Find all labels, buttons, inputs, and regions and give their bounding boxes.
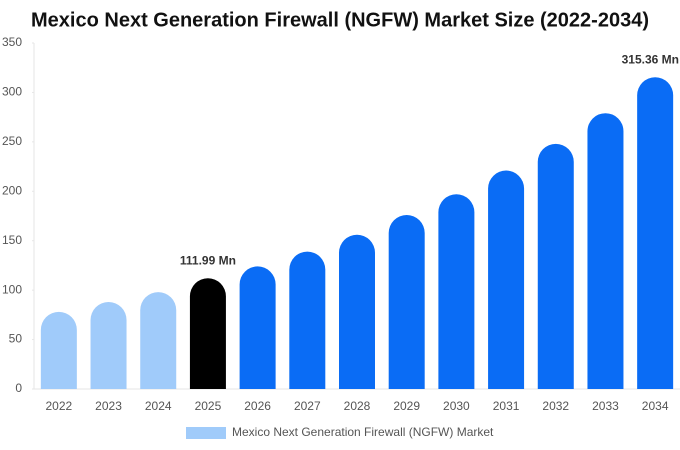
y-tick-label: 200: [2, 183, 22, 197]
bar: [488, 170, 525, 389]
x-tick-label: 2024: [145, 399, 172, 413]
legend-swatch: [186, 427, 226, 439]
y-tick-label: 350: [2, 35, 22, 49]
value-label: 315.36 Mn: [622, 52, 679, 66]
bar: [189, 278, 226, 389]
x-tick-label: 2034: [642, 399, 669, 413]
bar: [140, 292, 177, 389]
y-tick-label: 50: [9, 332, 23, 346]
x-tick-label: 2025: [195, 399, 222, 413]
x-tick-label: 2028: [344, 399, 371, 413]
y-tick-label: 150: [2, 233, 22, 247]
bar: [289, 251, 326, 389]
value-label: 111.99 Mn: [180, 253, 236, 267]
bar: [90, 302, 127, 389]
x-tick-label: 2022: [45, 399, 72, 413]
y-tick-label: 300: [2, 85, 22, 99]
y-tick-label: 0: [15, 381, 22, 395]
bar: [40, 311, 77, 389]
x-tick-label: 2031: [493, 399, 520, 413]
bar: [537, 143, 574, 389]
bar: [637, 77, 674, 390]
x-tick-label: 2023: [95, 399, 122, 413]
bar: [388, 215, 425, 389]
legend-label: Mexico Next Generation Firewall (NGFW) M…: [232, 425, 494, 439]
y-tick-label: 100: [2, 282, 22, 296]
chart-title: Mexico Next Generation Firewall (NGFW) M…: [31, 9, 649, 31]
x-tick-label: 2032: [542, 399, 569, 413]
x-tick-label: 2026: [244, 399, 271, 413]
y-tick-label: 250: [2, 134, 22, 148]
x-tick-label: 2027: [294, 399, 321, 413]
x-tick-label: 2030: [443, 399, 470, 413]
bar: [438, 194, 475, 389]
x-tick-label: 2033: [592, 399, 619, 413]
bar: [239, 266, 276, 389]
x-tick-label: 2029: [393, 399, 420, 413]
bar: [339, 234, 375, 389]
bar: [587, 113, 624, 389]
